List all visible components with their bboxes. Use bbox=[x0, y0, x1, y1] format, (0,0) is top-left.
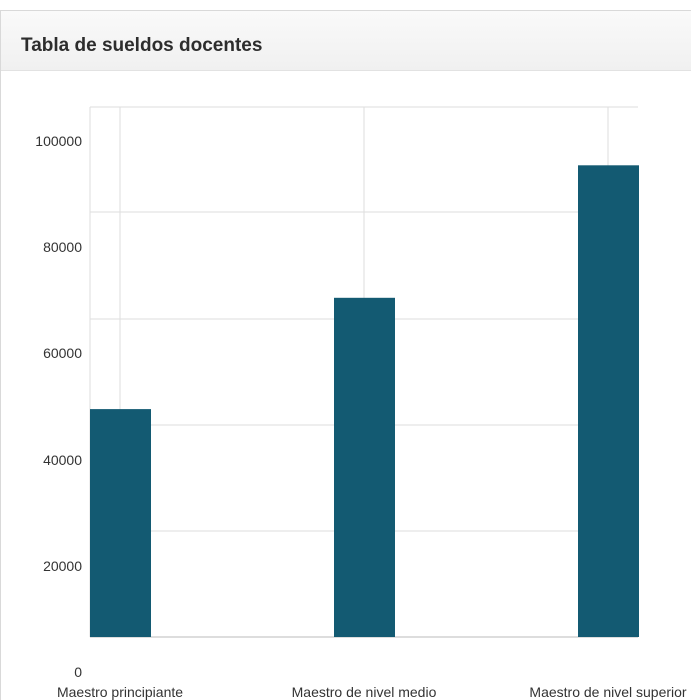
bar-2 bbox=[334, 297, 395, 637]
panel-title: Tabla de sueldos docentes bbox=[21, 35, 263, 56]
x-axis-tick-labels: Maestro principiante Maestro de nivel med… bbox=[57, 684, 687, 700]
bar-3 bbox=[578, 165, 639, 638]
bar-1 bbox=[90, 409, 151, 637]
y-tick-label: 100000 bbox=[35, 133, 82, 149]
y-axis-tick-labels: 0 20000 40000 60000 80000 100000 bbox=[35, 133, 82, 680]
y-tick-label: 0 bbox=[74, 664, 82, 680]
y-tick-label: 60000 bbox=[43, 345, 82, 361]
y-tick-label: 20000 bbox=[43, 558, 82, 574]
bars bbox=[90, 165, 639, 638]
x-tick-label: Maestro principiante bbox=[57, 684, 183, 700]
x-tick-label: Maestro de nivel medio bbox=[292, 684, 437, 700]
x-tick-label: Maestro de nivel superior bbox=[529, 684, 687, 700]
y-tick-label: 80000 bbox=[43, 239, 82, 255]
y-tick-label: 40000 bbox=[43, 452, 82, 468]
panel-header: Tabla de sueldos docentes bbox=[1, 11, 691, 71]
